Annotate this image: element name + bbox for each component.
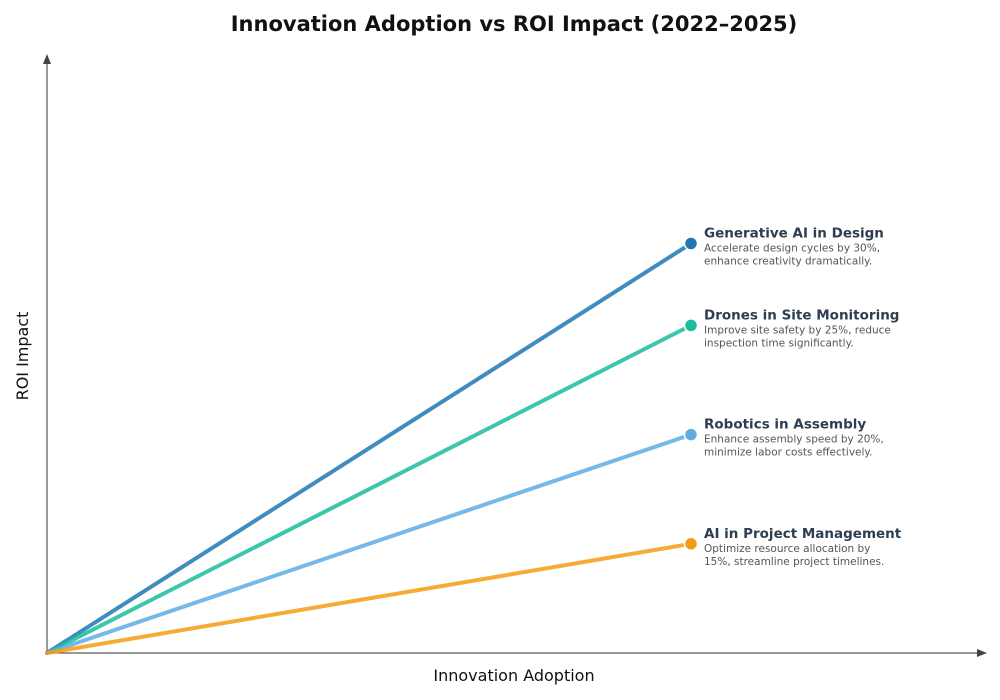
series-description: Accelerate design cycles by 30%, [704,243,880,255]
series-label: Generative AI in Design [704,226,884,242]
axes [43,54,987,657]
series-description: Optimize resource allocation by [704,543,870,555]
series-description: Enhance assembly speed by 20%, [704,434,884,446]
series-label: Robotics in Assembly [704,417,866,433]
series-endpoint [683,318,699,333]
series-description: 15%, streamline project timelines. [704,556,884,568]
series-line [45,432,693,655]
x-axis-arrow [977,649,987,657]
series-line [45,323,693,655]
series-label: Drones in Site Monitoring [704,307,899,323]
series-description: enhance creativity dramatically. [704,256,872,268]
y-axis-arrow [43,54,51,64]
series-description: minimize labor costs effectively. [704,447,872,459]
series-label: AI in Project Management [704,526,902,542]
series-line [45,541,693,655]
x-axis-label: Innovation Adoption [433,666,594,685]
series-line [45,241,693,655]
series-description: inspection time significantly. [704,337,854,349]
series-endpoint [683,536,699,552]
series-endpoint [683,427,699,442]
chart-title: Innovation Adoption vs ROI Impact (2022–… [231,12,798,36]
y-axis-label: ROI Impact [13,312,32,401]
series-endpoint [683,236,699,251]
series-description: Improve site safety by 25%, reduce [704,324,891,336]
